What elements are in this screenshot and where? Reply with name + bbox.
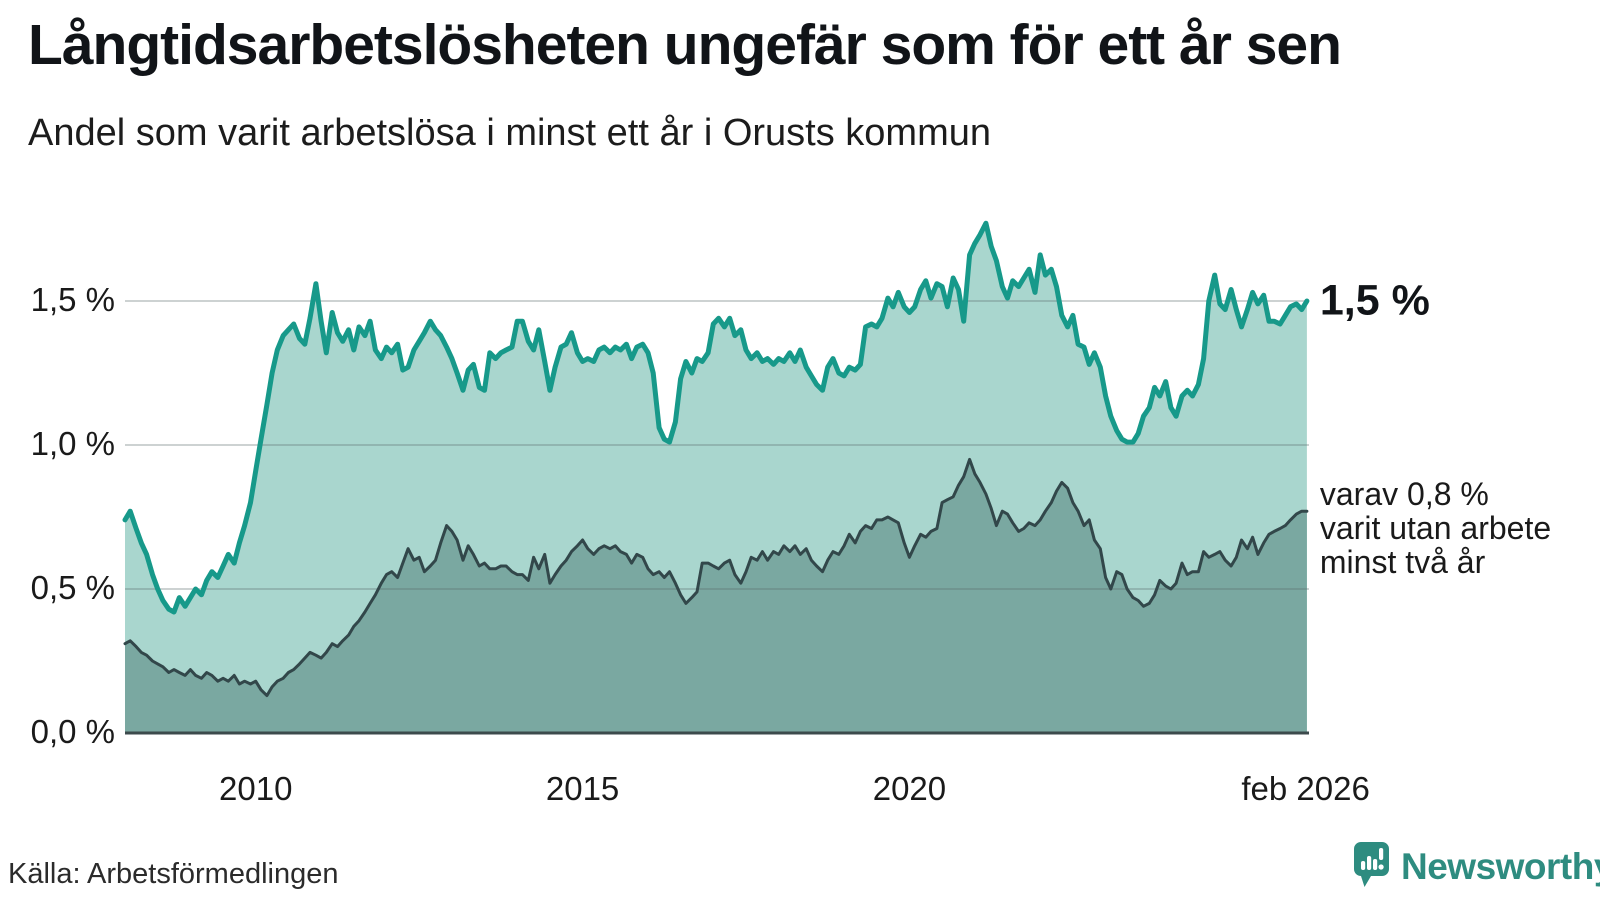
- y-axis-tick-label: 0,5 %: [30, 569, 115, 607]
- y-axis-tick-label: 1,0 %: [30, 425, 115, 463]
- newsworthy-logo: Newsworthy: [1353, 840, 1600, 892]
- newsworthy-logo-text: Newsworthy: [1401, 845, 1600, 887]
- source-caption: Källa: Arbetsförmedlingen: [8, 858, 339, 890]
- y-axis-tick-label: 0,0 %: [30, 713, 115, 751]
- speech-bubble-bar-chart-icon: [1354, 842, 1389, 887]
- series-annotation-line: varav 0,8 %: [1319, 476, 1489, 513]
- series-end-value-label: 1,5 %: [1319, 276, 1430, 325]
- line-minst-tva-ar: [123, 457, 1309, 698]
- chart-subtitle: Andel som varit arbetslösa i minst ett å…: [28, 112, 991, 154]
- x-axis-tick-label: 2010: [219, 770, 293, 807]
- chart-title: Långtidsarbetslösheten ungefär som för e…: [28, 13, 1342, 77]
- x-axis-tick-label: 2020: [872, 770, 947, 807]
- x-axis-tick-label: 2015: [545, 770, 620, 807]
- series-annotation-line: minst två år: [1319, 544, 1486, 581]
- area-fill-minst-tva-ar: [125, 459, 1307, 733]
- y-axis-tick-label: 1,5 %: [30, 281, 115, 319]
- series-annotation-line: varit utan arbete: [1319, 510, 1552, 547]
- line-minst-ett-ar: [122, 220, 1310, 615]
- series-annotation: varav 0,8 % varit utan arbete minst två …: [1320, 477, 1551, 579]
- x-axis-tick-label: feb 2026: [1241, 770, 1370, 807]
